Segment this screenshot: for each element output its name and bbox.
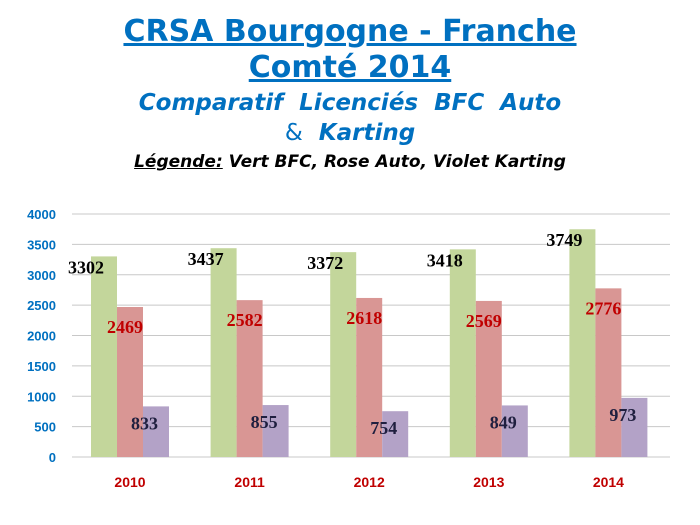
bar-auto [475, 300, 502, 457]
value-label-bfc: 3302 [68, 257, 104, 277]
chart-subtitle-line-2: & Karting [0, 120, 700, 146]
bar-bfc [569, 229, 596, 457]
y-tick-label: 1000 [27, 389, 56, 404]
value-label-auto: 2776 [585, 298, 621, 318]
subtitle-ampersand: & [284, 120, 303, 146]
value-label-bfc: 3749 [546, 230, 582, 250]
value-labels: 3302 2469 833 3437 2582 855 3372 2618 754 3418 256… [68, 230, 636, 438]
y-tick-label: 2500 [27, 298, 56, 313]
x-tick-label: 2010 [114, 474, 145, 490]
value-label-karting: 833 [131, 413, 158, 433]
value-label-bfc: 3437 [188, 249, 224, 269]
x-tick-label: 2014 [593, 474, 624, 490]
bar-karting [501, 405, 528, 457]
y-tick-label: 1500 [27, 359, 56, 374]
x-tick-label: 2013 [473, 474, 504, 490]
value-label-auto: 2569 [466, 311, 502, 331]
bar-bfc [91, 256, 117, 457]
y-tick-label: 0 [49, 450, 56, 465]
bar-auto [117, 307, 143, 457]
bar-karting [621, 397, 648, 457]
bar-karting [382, 411, 409, 457]
bar-bfc [330, 252, 357, 457]
value-label-bfc: 3372 [307, 253, 343, 273]
bar-auto [236, 300, 263, 457]
value-label-karting: 973 [609, 405, 636, 425]
bar-auto [595, 288, 622, 457]
chart-legend-note: Légende: Vert BFC, Rose Auto, Violet Kar… [0, 152, 700, 172]
x-tick-label: 2012 [354, 474, 385, 490]
value-label-auto: 2582 [227, 310, 263, 330]
bar-karting [143, 406, 169, 457]
bar-karting [262, 405, 289, 457]
subtitle-karting: Karting [318, 120, 416, 146]
bar-bfc [449, 249, 476, 457]
value-label-auto: 2469 [107, 317, 143, 337]
value-label-bfc: 3418 [427, 250, 463, 270]
chart-title-line-2: Comté 2014 [248, 50, 452, 85]
value-label-auto: 2618 [346, 308, 382, 328]
bar-auto [356, 297, 383, 457]
legend-text: Vert BFC, Rose Auto, Violet Karting [222, 152, 566, 172]
bar-bfc [210, 248, 237, 457]
value-label-karting: 754 [370, 418, 397, 438]
value-label-karting: 849 [490, 412, 517, 432]
bars [91, 229, 648, 457]
chart-subtitle-line-1: Comparatif Licenciés BFC Auto [138, 90, 562, 116]
y-tick-label: 500 [34, 420, 56, 435]
chart-title-line-1: CRSA Bourgogne - Franche [123, 14, 577, 49]
y-axis-labels: 0 500 1000 1500 2000 2500 3000 3500 4000 [27, 207, 56, 465]
x-axis-labels: 2010 2011 2012 2013 2014 [114, 474, 624, 490]
y-tick-label: 2000 [27, 329, 56, 344]
y-tick-label: 4000 [27, 207, 56, 222]
value-label-karting: 855 [251, 412, 278, 432]
y-tick-label: 3500 [27, 237, 56, 252]
x-tick-label: 2011 [234, 474, 265, 490]
y-tick-label: 3000 [27, 268, 56, 283]
legend-label: Légende: [134, 152, 223, 172]
